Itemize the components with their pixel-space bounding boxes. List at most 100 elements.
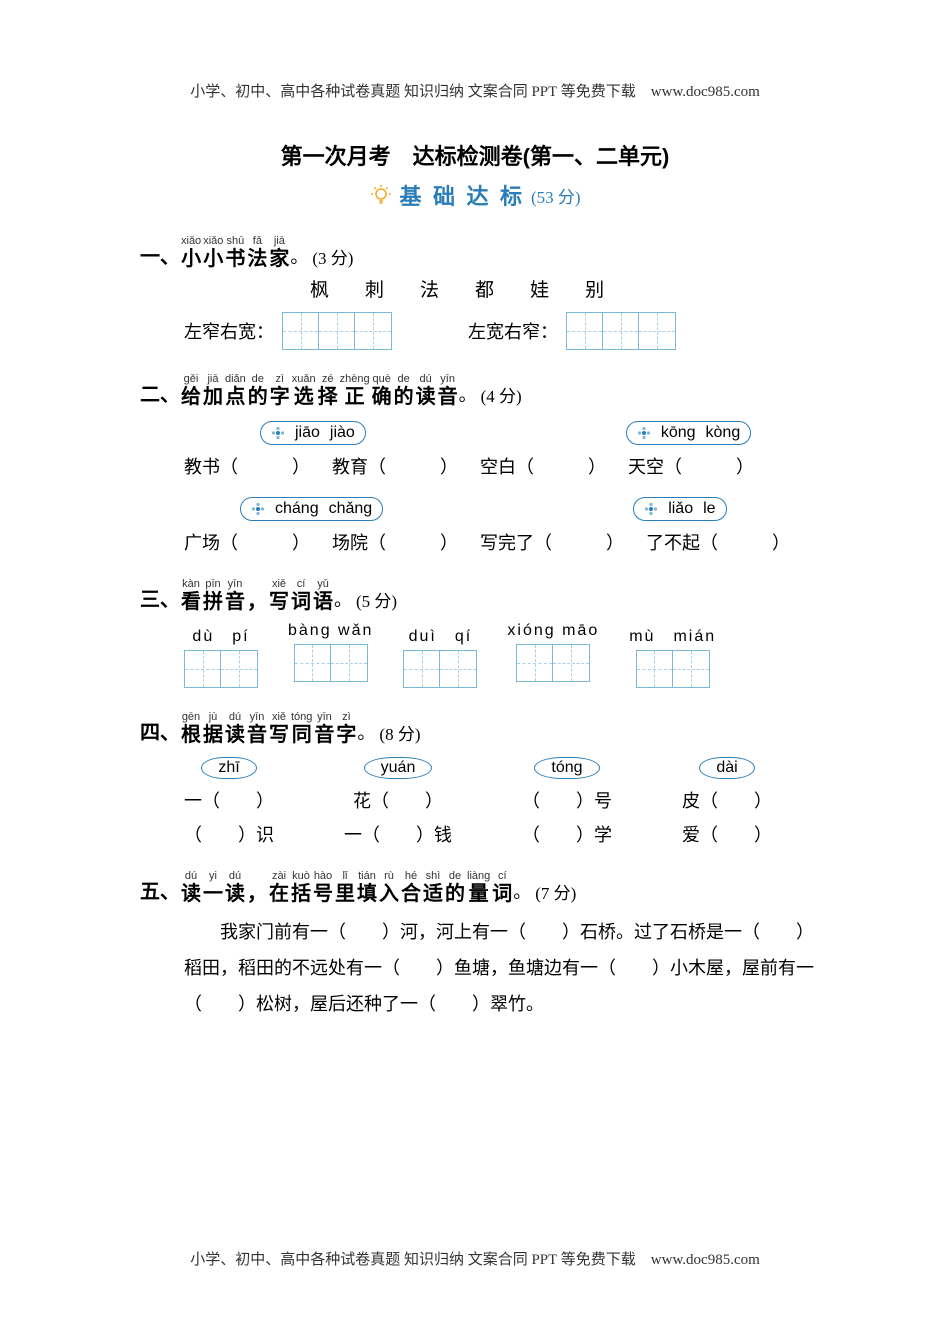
write-cell — [185, 651, 221, 687]
q2-item: 场院（ ） — [332, 529, 458, 555]
ruby-char: ， — [247, 882, 267, 904]
q4-col: zhī一（ ）（ ）识 — [184, 757, 274, 847]
section-1: 一、 xiǎo小xiǎo小shū书fǎ法jiā家 。 (3 分) 枫刺法都娃别 … — [140, 236, 820, 350]
q4-col: dài皮（ ）爱（ ） — [682, 757, 772, 847]
write-grid — [294, 644, 368, 682]
q2-item: 教书（ ） — [184, 453, 310, 479]
q3-pinyin: mù mián — [629, 622, 716, 646]
section-3-score: (5 分) — [356, 587, 397, 612]
ruby-char: dú读 — [225, 712, 245, 745]
banner-label: 基 础 达 标 — [399, 179, 525, 211]
q2-item: 空白（ ） — [480, 453, 606, 479]
ruby-char: xiě写 — [269, 579, 289, 612]
tag-opt: chǎng — [329, 500, 373, 518]
section-3: 三、 kàn看pīn拼yīn音，xiě写cí词yǔ语 。 (5 分) dù pí… — [140, 579, 820, 688]
period: 。 — [290, 243, 308, 269]
q2-item: 写完了（ ） — [480, 529, 624, 555]
given-char: 娃 — [530, 275, 549, 302]
ruby-char: cí词 — [291, 579, 311, 612]
tag-opt: jiào — [330, 424, 355, 442]
ruby-char: yīn音 — [225, 579, 245, 612]
ruby-char: gēn根 — [181, 712, 201, 745]
given-char: 刺 — [365, 275, 384, 302]
q2-tag-jiao: jiāo jiào — [260, 421, 366, 445]
section-5: 五、 dú读yi一dú读，zài在kuò括hào号lǐ里tián填rù入hé合s… — [140, 871, 820, 1022]
ruby-char: tián填 — [357, 871, 377, 904]
section-1-title: xiǎo小xiǎo小shū书fǎ法jiā家 — [180, 236, 290, 269]
write-cell — [553, 645, 589, 681]
ruby-char: zé择 — [318, 374, 338, 407]
ruby-char: zhèng正 — [340, 374, 370, 407]
q1-given-chars: 枫刺法都娃别 — [310, 275, 820, 302]
ruby-char: kàn看 — [181, 579, 201, 612]
banner: 基 础 达 标 (53 分) — [130, 179, 820, 212]
q4-line: 花（ ） — [353, 787, 443, 813]
ruby-char: xuǎn选 — [292, 374, 316, 407]
ruby-char: diǎn点 — [225, 374, 246, 407]
given-char: 法 — [420, 275, 439, 302]
flower-icon — [251, 502, 265, 516]
ruby-char: jiā加 — [203, 374, 223, 407]
write-cell — [567, 313, 603, 349]
ruby-char: zì字 — [336, 712, 356, 745]
ruby-char: de的 — [248, 374, 268, 407]
ruby-char: yīn音 — [438, 374, 458, 407]
q4-line: 一（ ）钱 — [344, 821, 452, 847]
given-char: 别 — [585, 275, 604, 302]
write-cell — [637, 651, 673, 687]
section-2-num: 二、 — [140, 378, 180, 407]
section-5-score: (7 分) — [535, 879, 576, 904]
section-4-title: gēn根jù据dú读yīn音xiě写tóng同yīn音zì字 — [180, 712, 357, 745]
q2-item: 教育（ ） — [332, 453, 458, 479]
write-grid — [403, 650, 477, 688]
ruby-char: dú读 — [181, 871, 201, 904]
q4-line: （ ）号 — [522, 787, 612, 813]
section-4: 四、 gēn根jù据dú读yīn音xiě写tóng同yīn音zì字 。 (8 分… — [140, 712, 820, 847]
ruby-char: dú读 — [225, 871, 245, 904]
section-5-num: 五、 — [140, 875, 180, 904]
ruby-char: jù据 — [203, 712, 223, 745]
section-3-title: kàn看pīn拼yīn音，xiě写cí词yǔ语 — [180, 579, 334, 612]
tag-opt: cháng — [275, 500, 319, 518]
ruby-char: fǎ法 — [247, 236, 267, 269]
q3-row: dù píbàng wǎnduì qíxióng māomù mián — [184, 622, 820, 688]
q1-right-grid — [566, 312, 676, 350]
ruby-char: xiǎo小 — [181, 236, 201, 269]
q2-item: 广场（ ） — [184, 529, 310, 555]
lightbulb-icon — [369, 183, 393, 207]
ruby-char: yi一 — [203, 871, 223, 904]
section-1-score: (3 分) — [312, 244, 353, 269]
section-2-score: (4 分) — [481, 382, 522, 407]
ruby-char: zì字 — [270, 374, 290, 407]
ruby-char: shì适 — [423, 871, 443, 904]
write-cell — [283, 313, 319, 349]
ruby-char: shū书 — [225, 236, 245, 269]
q4-col: tóng（ ）号（ ）学 — [522, 757, 612, 847]
cloud-pinyin: yuán — [364, 757, 433, 779]
ruby-char: hào号 — [313, 871, 333, 904]
q2-item: 天空（ ） — [628, 453, 754, 479]
tag-opt: jiāo — [295, 424, 320, 442]
write-grid — [184, 650, 258, 688]
ruby-char: de的 — [394, 374, 414, 407]
write-cell — [404, 651, 440, 687]
tag-opt: kōng — [661, 424, 696, 442]
tag-opt: le — [703, 500, 715, 518]
section-2-title: gěi给jiā加diǎn点de的zì字xuǎn选zé择zhèng正què确de的… — [180, 374, 459, 407]
q4-line: 一（ ） — [184, 787, 274, 813]
ruby-char: yīn音 — [247, 712, 267, 745]
q4-line: （ ）学 — [522, 821, 612, 847]
ruby-char: gěi给 — [181, 374, 201, 407]
section-2: 二、 gěi给jiā加diǎn点de的zì字xuǎn选zé择zhèng正què确… — [140, 374, 820, 555]
ruby-char: què确 — [372, 374, 392, 407]
section-4-score: (8 分) — [379, 720, 420, 745]
ruby-char: xiě写 — [269, 712, 289, 745]
cloud-pinyin: dài — [699, 757, 754, 779]
q1-left-label: 左窄右宽： — [184, 318, 274, 344]
ruby-char: tóng同 — [291, 712, 312, 745]
write-cell — [221, 651, 257, 687]
ruby-char: liàng量 — [467, 871, 490, 904]
write-cell — [603, 313, 639, 349]
ruby-char: yǔ语 — [313, 579, 333, 612]
q3-item: mù mián — [629, 622, 716, 688]
